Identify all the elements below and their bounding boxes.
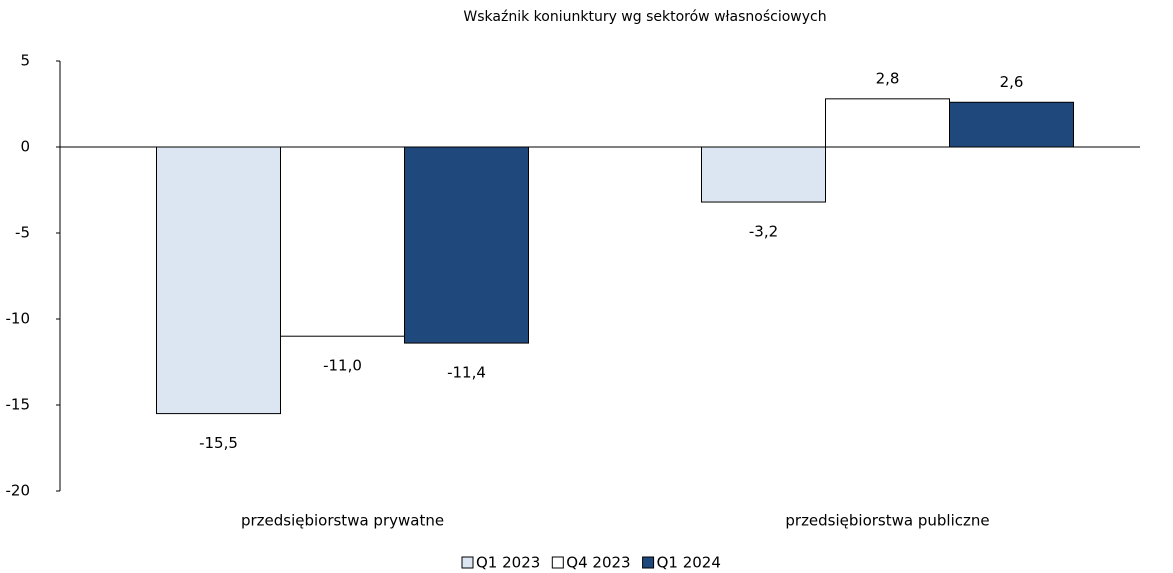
y-tick-label: -5 <box>15 224 30 242</box>
y-tick-label: 5 <box>20 52 30 70</box>
x-tick-label: przedsiębiorstwa publiczne <box>785 512 989 530</box>
chart-title: Wskaźnik koniunktury wg sektorów własnoś… <box>463 9 826 25</box>
legend-label: Q4 2023 <box>566 554 630 572</box>
value-label: -11,0 <box>323 357 362 375</box>
legend-label: Q1 2023 <box>476 554 540 572</box>
x-tick-label: przedsiębiorstwa prywatne <box>241 512 444 530</box>
bar <box>949 101 1074 148</box>
value-label: 2,6 <box>1000 73 1024 91</box>
y-tick-label: -15 <box>6 396 31 414</box>
value-label: -3,2 <box>749 223 778 241</box>
y-tick-label: 0 <box>20 138 30 156</box>
value-label: 2,8 <box>876 69 900 87</box>
legend-swatch <box>642 556 655 569</box>
bar <box>280 146 405 337</box>
legend-label: Q1 2024 <box>657 554 721 572</box>
y-tick-label: -10 <box>6 310 31 328</box>
value-label: -11,4 <box>447 364 486 382</box>
bar <box>156 146 281 415</box>
bar <box>404 146 529 344</box>
legend-swatch <box>461 556 474 569</box>
bar <box>825 98 950 148</box>
legend-swatch <box>551 556 564 569</box>
value-label: -15,5 <box>199 434 238 452</box>
bar <box>701 146 826 203</box>
y-tick-label: -20 <box>6 482 31 500</box>
